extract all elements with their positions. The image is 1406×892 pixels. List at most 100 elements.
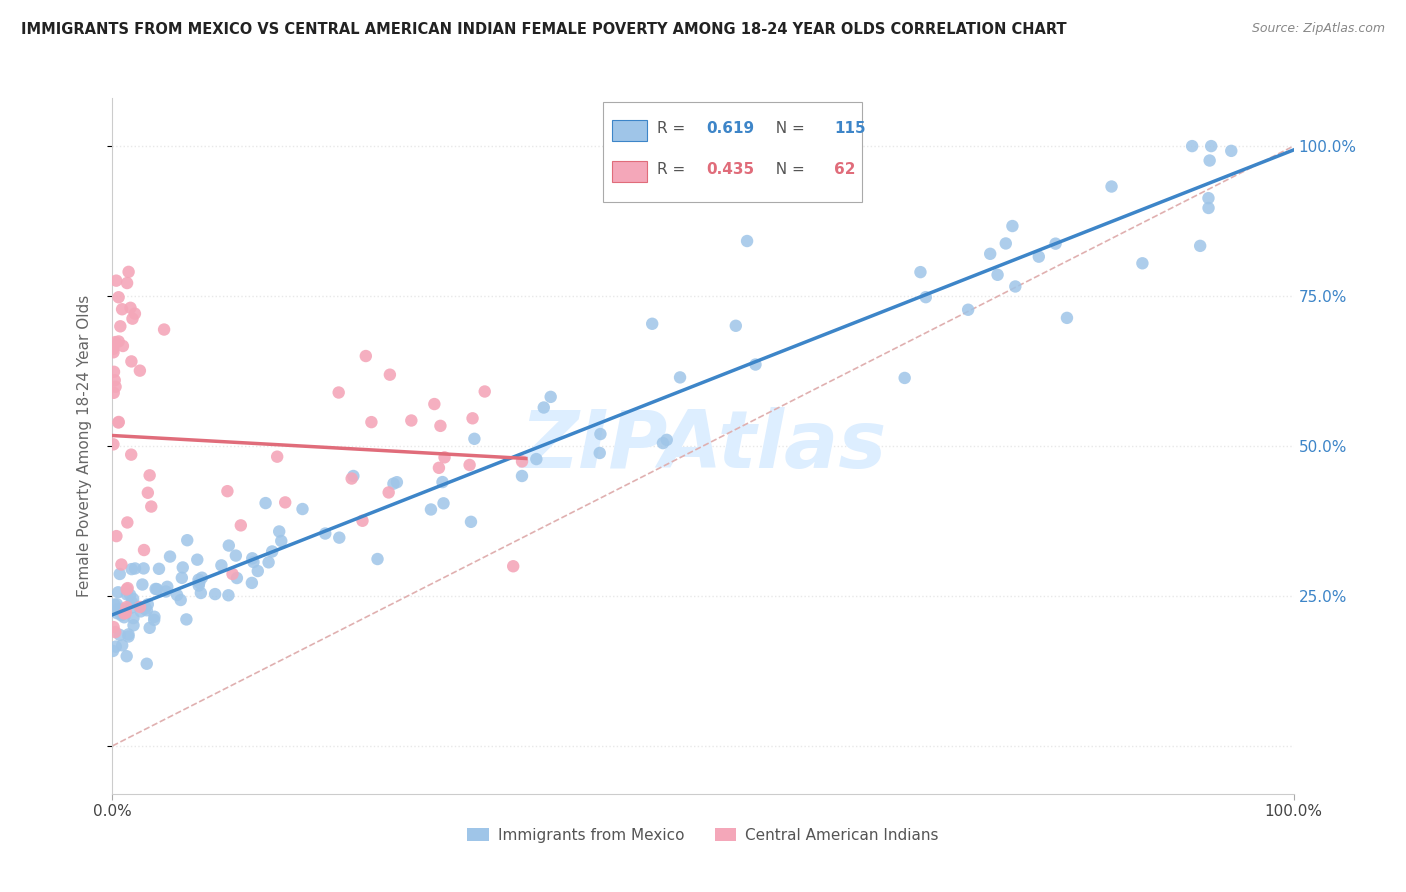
Point xyxy=(121,311,143,326)
Point xyxy=(221,567,243,582)
Point xyxy=(340,471,363,485)
Point xyxy=(274,495,297,509)
Point xyxy=(131,577,153,591)
Point xyxy=(115,582,138,597)
Point xyxy=(120,354,142,368)
Point xyxy=(423,397,446,411)
Legend: Immigrants from Mexico, Central American Indians: Immigrants from Mexico, Central American… xyxy=(461,822,945,849)
Point xyxy=(122,618,145,632)
Point xyxy=(187,578,209,592)
Point xyxy=(669,370,692,384)
Point xyxy=(122,611,145,625)
Point xyxy=(115,606,138,620)
Point xyxy=(270,533,292,548)
Point xyxy=(254,496,277,510)
Point xyxy=(176,533,198,548)
Point xyxy=(533,401,555,415)
Point xyxy=(1004,279,1026,293)
Point xyxy=(176,612,198,626)
Point xyxy=(122,591,145,606)
Point xyxy=(141,500,163,514)
Point xyxy=(342,469,364,483)
Point xyxy=(1198,201,1220,215)
Point xyxy=(107,334,129,349)
Point xyxy=(107,415,129,429)
Point xyxy=(242,555,264,569)
Text: 115: 115 xyxy=(834,120,866,136)
Point xyxy=(641,317,664,331)
Point xyxy=(314,526,336,541)
Point xyxy=(132,561,155,575)
Point xyxy=(269,524,291,539)
Point xyxy=(145,582,167,596)
Point xyxy=(114,602,136,616)
Point xyxy=(1028,250,1050,264)
Point xyxy=(120,588,142,602)
Point xyxy=(117,516,139,530)
Point xyxy=(209,558,232,573)
Point xyxy=(979,247,1001,261)
Point xyxy=(257,555,280,569)
Point xyxy=(107,585,129,599)
Point xyxy=(105,529,128,543)
Point xyxy=(1056,310,1078,325)
Point xyxy=(132,543,155,558)
Point xyxy=(188,575,211,590)
Point xyxy=(138,621,160,635)
Point xyxy=(129,604,152,618)
Point xyxy=(432,496,454,510)
Point xyxy=(957,302,980,317)
Point xyxy=(432,475,454,489)
Point xyxy=(115,587,138,601)
Y-axis label: Female Poverty Among 18-24 Year Olds: Female Poverty Among 18-24 Year Olds xyxy=(77,295,91,597)
Point xyxy=(994,236,1017,251)
Point xyxy=(540,390,562,404)
Point xyxy=(186,552,208,566)
Point xyxy=(104,380,127,394)
Point xyxy=(910,265,932,279)
Point xyxy=(170,571,193,585)
Point xyxy=(655,433,678,447)
Point xyxy=(103,598,125,612)
Point xyxy=(191,571,214,585)
Point xyxy=(172,560,194,574)
Point xyxy=(1198,191,1220,205)
Text: 0.435: 0.435 xyxy=(707,162,755,178)
Point xyxy=(103,620,125,634)
Point xyxy=(110,319,132,334)
Point xyxy=(217,588,239,602)
Point xyxy=(524,452,547,467)
Point xyxy=(111,302,134,317)
Point xyxy=(225,571,247,585)
Point xyxy=(156,580,179,594)
Point xyxy=(262,544,284,558)
Point xyxy=(103,345,125,359)
Point xyxy=(115,600,138,615)
Point xyxy=(433,450,456,465)
Point xyxy=(111,339,134,353)
Point xyxy=(148,562,170,576)
Point xyxy=(1001,219,1024,233)
Point xyxy=(121,595,143,609)
Point xyxy=(129,599,152,614)
Text: N =: N = xyxy=(766,162,810,178)
Point xyxy=(105,606,128,620)
Point xyxy=(744,358,766,372)
Point xyxy=(117,581,139,595)
Text: 0.619: 0.619 xyxy=(707,120,755,136)
Text: 62: 62 xyxy=(834,162,856,178)
Point xyxy=(360,415,382,429)
Point xyxy=(458,458,481,472)
Point xyxy=(914,290,936,304)
Point xyxy=(117,630,139,644)
Point xyxy=(135,603,157,617)
Point xyxy=(1199,139,1222,153)
Point xyxy=(735,234,758,248)
Point xyxy=(502,559,524,574)
Point xyxy=(427,460,450,475)
Point xyxy=(225,549,247,563)
Point xyxy=(120,600,142,615)
Point xyxy=(420,502,443,516)
Point xyxy=(135,657,157,671)
Point xyxy=(352,514,374,528)
